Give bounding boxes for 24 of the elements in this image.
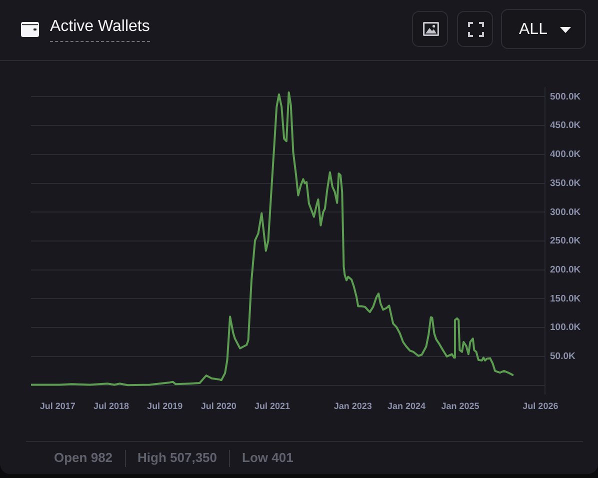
x-tick-label: Jul 2021 (254, 400, 290, 411)
x-tick-label: Jul 2019 (147, 400, 183, 411)
chart-title: Active Wallets (50, 17, 150, 42)
y-tick-label: 350.0K (550, 178, 581, 189)
y-tick-label: 200.0K (550, 264, 581, 276)
x-tick-label: Jan 2024 (387, 400, 426, 411)
y-tick-label: 150.0K (550, 293, 581, 304)
text: Low 401 (242, 450, 294, 466)
y-tick-label: 300.0K (550, 206, 581, 218)
x-tick-label: Jan 2025 (441, 400, 480, 411)
y-tick-label: 250.0K (550, 236, 581, 247)
x-tick-label: Jul 2017 (40, 400, 76, 411)
x-tick-label: Jul 2018 (93, 400, 129, 411)
range-dropdown: ALL (501, 9, 586, 49)
y-tick-label: 50.0K (550, 351, 576, 362)
y-tick-label: 400.0K (550, 149, 581, 160)
x-tick-label: Jul 2026 (522, 400, 558, 411)
text: Open 982 (54, 450, 113, 466)
y-tick-label: 500.0K (550, 91, 581, 102)
x-tick-label: Jan 2023 (334, 400, 372, 411)
y-tick-label: 450.0K (550, 120, 581, 132)
x-tick-label: Jul 2020 (200, 400, 236, 411)
text: High 507,350 (138, 450, 218, 466)
y-tick-label: 100.0K (550, 322, 581, 334)
